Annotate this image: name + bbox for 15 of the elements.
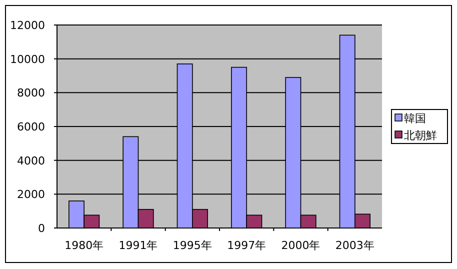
- y-tick-label: 4000: [17, 154, 45, 168]
- y-tick-label: 6000: [17, 120, 45, 134]
- x-tick-label: 2003年: [335, 239, 374, 252]
- y-tick-label: 0: [38, 222, 45, 235]
- x-tick-label: 1995年: [172, 239, 212, 252]
- legend-label: 韓国: [404, 112, 426, 125]
- x-tick-label: 1997年: [227, 239, 266, 252]
- legend-label: 北朝鮮: [404, 129, 437, 142]
- y-tick-label: 8000: [17, 86, 45, 100]
- y-tick-label: 12000: [10, 19, 45, 32]
- y-tick-label: 2000: [17, 188, 45, 202]
- x-tick-label: 1991年: [118, 239, 158, 252]
- x-tick-label: 1980年: [64, 239, 104, 252]
- y-tick-label: 10000: [10, 52, 45, 66]
- x-tick-label: 2000年: [281, 239, 320, 252]
